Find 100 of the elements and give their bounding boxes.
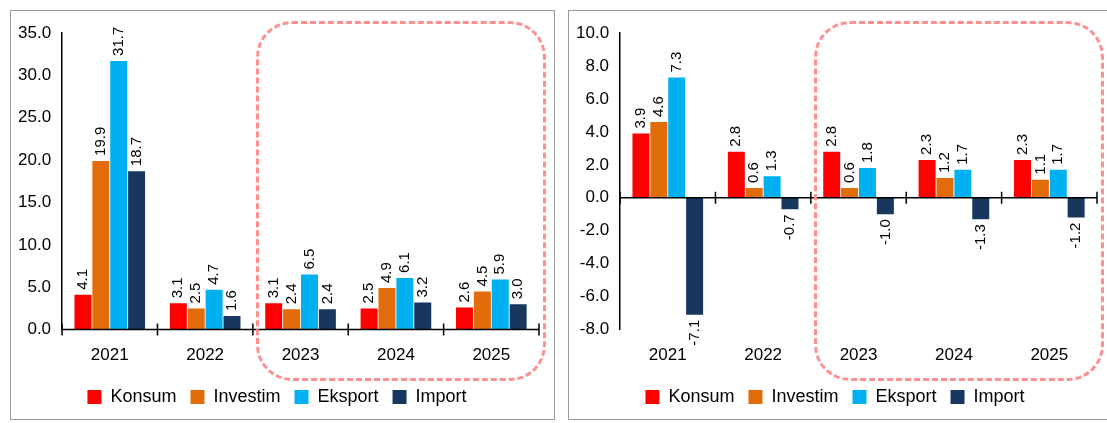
data-label: -0.7 <box>780 214 798 241</box>
bar <box>223 316 241 330</box>
bar <box>686 197 704 315</box>
bar <box>128 171 146 330</box>
bar <box>650 121 668 198</box>
bar <box>491 279 509 330</box>
data-label: 2.3 <box>917 134 935 155</box>
x-tick-label: 2021 <box>90 345 129 365</box>
y-tick-label: 5.0 <box>27 276 52 296</box>
bar <box>858 168 876 198</box>
legend-label: Eksport <box>317 385 379 406</box>
bar <box>378 288 396 330</box>
bar <box>727 151 745 198</box>
bar <box>763 176 781 198</box>
bar <box>1049 169 1067 198</box>
data-label: 3.1 <box>263 277 281 299</box>
y-tick-label: 4.0 <box>585 121 610 141</box>
data-label: 2.5 <box>186 282 204 304</box>
bar <box>668 77 686 198</box>
bar <box>841 187 859 198</box>
bar <box>972 197 990 220</box>
data-label: 2.6 <box>454 281 472 303</box>
data-label: 4.6 <box>648 96 666 117</box>
data-label: 2.5 <box>359 282 377 304</box>
data-label: 1.3 <box>762 150 780 172</box>
y-tick-label: 25.0 <box>17 107 52 127</box>
bar <box>954 169 972 198</box>
bar <box>1067 197 1085 218</box>
data-label: 18.7 <box>126 136 144 167</box>
data-label: 6.1 <box>395 252 413 273</box>
y-tick-label: 20.0 <box>17 149 52 169</box>
data-label: 2.8 <box>821 125 839 147</box>
data-label: -7.1 <box>684 319 702 346</box>
x-tick-label: 2023 <box>839 345 878 365</box>
data-label: 1.7 <box>953 143 971 165</box>
data-label: 2.4 <box>317 283 335 305</box>
bar <box>110 60 128 330</box>
x-tick-label: 2021 <box>648 345 687 365</box>
data-label: 3.2 <box>412 276 430 298</box>
legend-label: Konsum <box>668 385 735 406</box>
y-tick-label: -2.0 <box>579 220 610 240</box>
data-label: 1.8 <box>857 142 875 164</box>
y-tick-label: 8.0 <box>585 55 610 75</box>
data-label: 0.6 <box>744 162 762 183</box>
legend-label: Eksport <box>875 385 937 406</box>
data-label: 4.5 <box>472 265 490 287</box>
data-label: 19.9 <box>90 126 108 156</box>
data-label: -1.0 <box>875 219 893 246</box>
y-tick-label: 0.0 <box>585 187 610 207</box>
bar <box>823 151 841 198</box>
data-label: 3.1 <box>168 277 186 299</box>
bar <box>745 187 763 198</box>
y-tick-label: 30.0 <box>17 65 52 85</box>
data-label: 4.1 <box>73 269 91 290</box>
legend-label: Import <box>973 385 1025 406</box>
data-label: 2.4 <box>281 283 299 305</box>
x-tick-label: 2022 <box>186 345 225 365</box>
bar <box>876 197 894 215</box>
data-label: 6.5 <box>299 248 317 270</box>
bar <box>205 289 223 330</box>
bar <box>92 160 110 330</box>
bar <box>632 133 650 198</box>
data-label: 1.2 <box>935 152 953 173</box>
bar <box>396 277 414 330</box>
bar <box>265 303 283 330</box>
data-label: 5.9 <box>490 253 508 275</box>
bar <box>473 291 491 330</box>
y-tick-label: 10.0 <box>17 234 52 254</box>
bar <box>414 302 432 330</box>
data-label: 4.7 <box>204 263 222 285</box>
legend-label: Investim <box>771 385 839 406</box>
bar <box>1031 179 1049 198</box>
legend-label: Import <box>415 385 467 406</box>
x-tick-label: 2024 <box>377 345 415 365</box>
bar <box>318 309 336 330</box>
data-label: 2.8 <box>726 125 744 147</box>
x-tick-label: 2024 <box>935 345 973 365</box>
y-tick-label: 0.0 <box>27 319 52 339</box>
bar <box>455 307 473 330</box>
data-label: 1.1 <box>1030 153 1048 175</box>
bar <box>74 294 92 330</box>
data-label: 31.7 <box>108 26 126 56</box>
data-label: 3.9 <box>631 107 649 129</box>
data-label: 3.0 <box>508 278 526 300</box>
y-tick-label: 35.0 <box>17 22 52 42</box>
y-tick-label: 2.0 <box>585 154 610 174</box>
y-tick-label: 6.0 <box>585 88 610 108</box>
bar <box>169 303 187 330</box>
data-label: -1.2 <box>1066 222 1084 249</box>
bar <box>187 308 205 330</box>
data-label: 1.7 <box>1048 143 1066 165</box>
bar <box>936 178 954 198</box>
data-label: 4.9 <box>377 262 395 284</box>
y-tick-label: -8.0 <box>579 319 610 339</box>
data-label: 7.3 <box>666 51 684 73</box>
data-label: -1.3 <box>970 224 988 251</box>
y-tick-label: -6.0 <box>579 286 610 306</box>
legend-label: Investim <box>213 385 281 406</box>
data-label: 1.6 <box>222 290 240 312</box>
y-tick-label: 15.0 <box>17 192 52 212</box>
